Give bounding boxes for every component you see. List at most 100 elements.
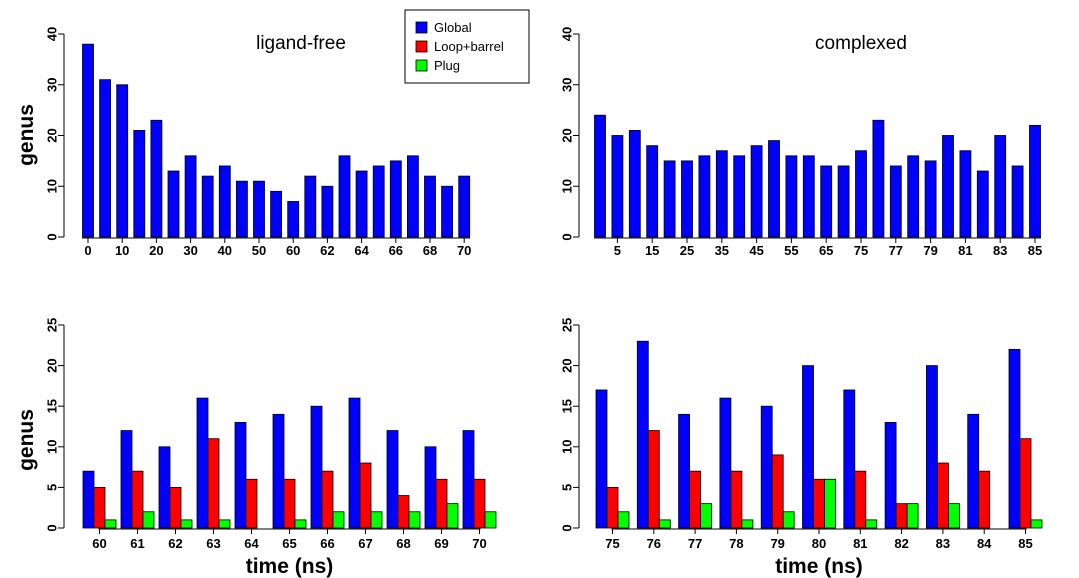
x-tick-label: 85 — [1028, 243, 1042, 258]
y-tick-label: 15 — [559, 399, 574, 413]
bar-loop-barrel — [397, 495, 410, 529]
bar-global — [133, 130, 146, 238]
bar-global — [1011, 165, 1024, 238]
x-tick-label: 68 — [396, 536, 410, 551]
bar-global — [82, 43, 94, 238]
x-tick-label: 77 — [688, 536, 702, 551]
bar-global — [116, 84, 129, 238]
legend-label: Global — [434, 20, 472, 35]
y-tick-label: 20 — [559, 358, 574, 372]
bar-plug — [294, 519, 307, 529]
bar-global — [441, 185, 454, 238]
bar-loop-barrel — [169, 486, 182, 529]
bar-global — [424, 446, 437, 529]
bar-loop-barrel — [283, 478, 296, 529]
chart-panel-1: 0 10 20 30 40 genus ligand-free 0 10 20 30 40 50 60 62… — [15, 27, 471, 258]
bar-loop-barrel — [131, 470, 144, 529]
bar-global — [150, 119, 163, 238]
bar-global — [681, 160, 693, 238]
x-tick-label: 60 — [286, 243, 300, 258]
bar-global — [462, 430, 475, 529]
x-tick-label: 85 — [1018, 536, 1032, 551]
x-tick-label: 78 — [729, 536, 743, 551]
bar-global — [889, 165, 902, 238]
bar-global — [802, 155, 815, 238]
y-tick-label: 30 — [44, 78, 59, 92]
y-axis-title: genus — [15, 409, 38, 471]
bar-loop-barrel — [359, 462, 372, 529]
x-tick-label: 60 — [92, 536, 106, 551]
x-tick-label: 5 — [614, 243, 621, 258]
bar-global — [82, 470, 95, 529]
y-tick-label: 10 — [559, 179, 574, 193]
bar-global — [926, 365, 938, 529]
bar-plug — [948, 503, 960, 529]
legend-label: Loop+barrel — [434, 39, 504, 54]
x-tick-label: 66 — [320, 536, 334, 551]
bar-global — [235, 180, 248, 238]
bar-plug — [617, 511, 630, 529]
bar-loop-barrel — [93, 486, 106, 529]
bar-loop-barrel — [245, 478, 258, 529]
panel-title: ligand-free — [256, 33, 346, 54]
panel-title: complexed — [815, 33, 907, 54]
bar-global — [802, 365, 814, 529]
x-tick-label: 68 — [423, 243, 437, 258]
bar-plug — [906, 503, 919, 529]
bar-global — [855, 150, 867, 238]
bar-plug — [824, 478, 836, 529]
x-tick-label: 0 — [84, 243, 91, 258]
y-tick-label: 10 — [44, 179, 59, 193]
bar-global — [611, 135, 624, 238]
bar-global — [338, 155, 351, 238]
bar-global — [372, 165, 385, 238]
bar-global — [594, 114, 606, 238]
x-tick-label: 81 — [958, 243, 972, 258]
x-tick-label: 75 — [854, 243, 868, 258]
bar-plug — [218, 519, 231, 529]
bar-global — [201, 175, 214, 238]
bar-global — [750, 145, 763, 238]
legend-swatch-loop-barrel — [415, 40, 428, 53]
bar-global — [942, 135, 954, 238]
x-tick-label: 61 — [130, 536, 144, 551]
bar-global — [310, 405, 323, 529]
bar-global — [1029, 124, 1041, 238]
x-tick-label: 30 — [183, 243, 197, 258]
x-tick-label: 83 — [993, 243, 1007, 258]
bar-global — [884, 422, 897, 529]
x-tick-label: 55 — [784, 243, 798, 258]
bar-global — [646, 145, 659, 238]
chart-panel-3: 0 5 10 15 20 25 genus 60 61 62 63 64 65 66 67 68 69 70 tim… — [15, 318, 497, 578]
x-axis-title: time (ns) — [246, 555, 334, 578]
bar-loop-barrel — [813, 478, 825, 529]
x-tick-label: 20 — [149, 243, 163, 258]
bar-global — [287, 201, 300, 238]
x-tick-label: 50 — [252, 243, 266, 258]
bar-loop-barrel — [689, 470, 701, 529]
x-tick-label: 65 — [819, 243, 833, 258]
bar-global — [843, 389, 856, 529]
bar-loop-barrel — [473, 478, 486, 529]
chart-panel-4: 0 5 10 15 20 25 75 76 77 78 79 80 81 82 83 84 85 time (ns… — [559, 318, 1043, 578]
x-tick-label: 76 — [647, 536, 661, 551]
bar-global — [167, 170, 180, 238]
bar-global — [234, 422, 247, 529]
y-tick-label: 25 — [559, 318, 574, 332]
bar-global — [785, 155, 798, 238]
x-tick-label: 70 — [457, 243, 471, 258]
bar-loop-barrel — [854, 470, 867, 529]
legend-label: Plug — [434, 58, 460, 73]
bar-plug — [408, 511, 421, 529]
bar-loop-barrel — [978, 470, 991, 529]
bar-global — [872, 119, 885, 238]
bar-global — [304, 175, 317, 238]
y-tick-label: 20 — [559, 128, 574, 142]
bar-global — [959, 150, 972, 238]
bar-loop-barrel — [606, 486, 619, 529]
bar-global — [196, 397, 209, 529]
bar-global — [321, 185, 334, 238]
y-tick-label: 0 — [44, 524, 59, 531]
x-tick-label: 81 — [853, 536, 867, 551]
